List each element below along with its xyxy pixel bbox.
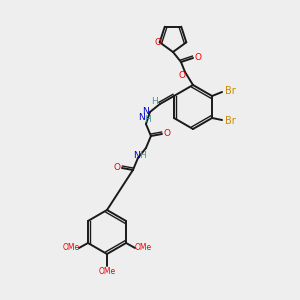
Text: H: H [145,116,151,124]
Text: OMe: OMe [62,244,80,253]
Text: Br: Br [225,86,236,96]
Text: O: O [113,163,120,172]
Text: Br: Br [225,116,236,126]
Text: O: O [194,52,202,62]
Text: N: N [142,106,149,116]
Text: H: H [152,97,158,106]
Text: N: N [134,151,140,160]
Text: OMe: OMe [134,244,152,253]
Text: H: H [140,151,146,160]
Text: N: N [139,113,145,122]
Text: O: O [154,38,161,47]
Text: O: O [178,70,185,80]
Text: OMe: OMe [98,268,116,277]
Text: O: O [164,128,170,137]
